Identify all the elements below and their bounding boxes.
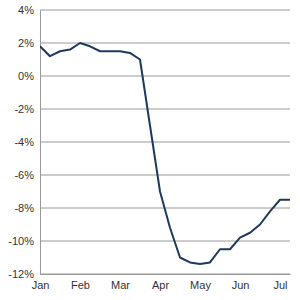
grid-line — [40, 43, 290, 44]
x-tick: May — [190, 274, 211, 291]
y-tick: -4% — [14, 136, 40, 148]
y-tick-label: -8% — [14, 202, 34, 214]
x-tick: Jun — [232, 274, 250, 291]
x-tick-label: May — [190, 279, 211, 291]
y-tick: -6% — [14, 169, 40, 181]
x-axis-line — [41, 274, 291, 275]
y-tick: 2% — [18, 37, 40, 49]
y-axis: -12% -10% -8% -6% -4% -2% 0% 2% 4% — [8, 4, 40, 280]
y-tick-label: -2% — [14, 103, 34, 115]
y-tick-label: 0% — [18, 70, 34, 82]
y-tick: -2% — [14, 103, 40, 115]
y-tick: -8% — [14, 202, 40, 214]
x-tick: Feb — [71, 274, 90, 291]
grid-line — [40, 10, 290, 11]
grid-line — [40, 175, 290, 176]
y-tick-label: -12% — [8, 268, 34, 280]
y-tick-label: -4% — [14, 136, 34, 148]
y-tick-label: 2% — [18, 37, 34, 49]
grid-line — [40, 142, 290, 143]
x-tick-label: Jun — [232, 279, 250, 291]
y-tick: 0% — [18, 70, 40, 82]
x-tick: Apr — [152, 274, 169, 291]
y-axis-line — [40, 11, 41, 275]
plot: -12% -10% -8% -6% -4% -2% 0% 2% 4% Jan Feb Mar Apr Ma… — [8, 4, 290, 291]
x-tick-label: Mar — [111, 279, 130, 291]
y-tick-label: 4% — [18, 4, 34, 16]
chart: -12% -10% -8% -6% -4% -2% 0% 2% 4% Jan Feb Mar Apr Ma… — [0, 0, 300, 300]
grid-line — [40, 241, 290, 242]
grid-line — [40, 109, 290, 110]
y-tick: 4% — [18, 4, 40, 16]
marks — [40, 43, 290, 264]
x-tick: Jul — [273, 274, 287, 291]
x-tick-label: Jan — [32, 279, 50, 291]
x-tick: Jan — [32, 274, 50, 291]
grid — [40, 10, 290, 274]
x-tick-label: Jul — [273, 279, 287, 291]
x-tick-label: Feb — [71, 279, 90, 291]
data-line — [40, 43, 290, 264]
x-axis: Jan Feb Mar Apr May Jun Jul — [32, 274, 291, 291]
x-tick-label: Apr — [152, 279, 169, 291]
y-tick-label: -10% — [8, 235, 34, 247]
y-tick-label: -6% — [14, 169, 34, 181]
grid-line — [40, 76, 290, 77]
y-tick: -10% — [8, 235, 40, 247]
grid-line — [40, 274, 290, 275]
x-tick: Mar — [111, 274, 130, 291]
